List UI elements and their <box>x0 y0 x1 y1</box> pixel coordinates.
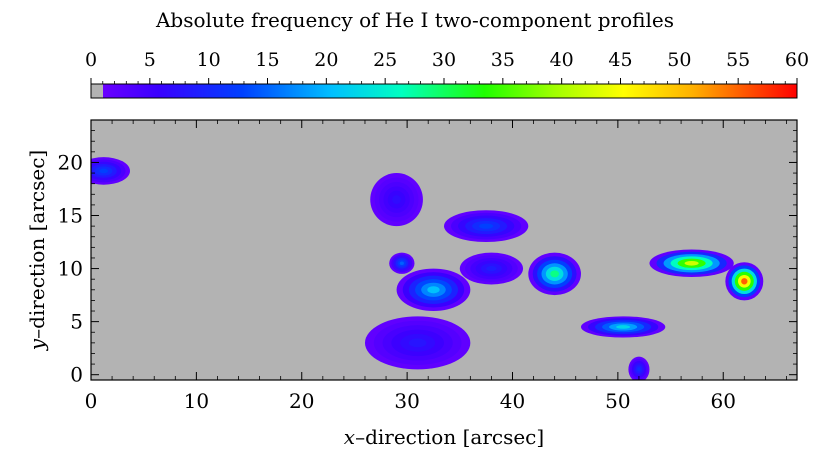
heatmap-region-patch-a <box>91 157 130 185</box>
colorbar-tick-label: 50 <box>667 49 691 71</box>
heatmap-cell <box>392 195 401 205</box>
heatmap-region-patch-k <box>364 316 471 370</box>
heatmap-region-patch-i <box>649 249 734 278</box>
heatmap-cell <box>408 338 427 348</box>
heatmap-cell <box>741 278 748 285</box>
y-tick-label: 10 <box>58 257 83 281</box>
x-tick-label: 0 <box>85 389 98 413</box>
heatmap-region-patch-c <box>389 252 415 274</box>
colorbar-tick-label: 45 <box>608 49 632 71</box>
heatmap-cell <box>684 260 699 266</box>
heatmap-region-patch-d <box>396 268 471 312</box>
heatmap-cell <box>427 286 440 294</box>
plot-frame <box>90 119 798 381</box>
colorbar-tick-label: 55 <box>726 49 750 71</box>
heatmap-cell <box>637 367 641 372</box>
heatmap-region-patch-e <box>444 210 529 243</box>
x-tick-label: 30 <box>394 389 419 413</box>
heatmap-regions <box>91 157 764 380</box>
colorbar: 0 5 10 15 20 25 30 35 40 45 50 55 60 <box>85 49 809 99</box>
colorbar-tick-label: 5 <box>144 49 156 71</box>
colorbar-tick-label: 40 <box>550 49 574 71</box>
y-tick-label: 5 <box>70 310 83 334</box>
heatmap-cell <box>550 270 560 278</box>
heatmap-region-patch-f <box>528 252 581 296</box>
y-tick-label: 20 <box>58 150 83 174</box>
plot-area: 0 10 20 30 40 50 60 0 5 10 15 20 <box>58 119 798 413</box>
heatmap-region-patch-j <box>725 262 764 301</box>
heatmap-cell <box>486 265 497 272</box>
heatmap-cell <box>399 261 404 266</box>
x-tick-label: 60 <box>711 389 736 413</box>
heatmap-cell <box>616 325 631 329</box>
chart-title: Absolute frequency of He I two-component… <box>155 8 674 32</box>
colorbar-tick-label: 30 <box>432 49 456 71</box>
x-tick-label: 10 <box>184 389 209 413</box>
colorbar-zero-swatch <box>91 84 103 98</box>
colorbar-tick-label: 10 <box>197 49 221 71</box>
colorbar-tick-label: 60 <box>785 49 809 71</box>
colorbar-tick-label: 15 <box>255 49 279 71</box>
x-tick-label: 40 <box>500 389 525 413</box>
x-axis-label: x–direction [arcsec] <box>344 425 544 449</box>
x-axis: 0 10 20 30 40 50 60 <box>85 120 787 413</box>
y-axis: 0 5 10 15 20 <box>58 119 797 387</box>
heatmap-region-patch-l <box>628 356 650 380</box>
colorbar-tick-label: 25 <box>373 49 397 71</box>
heatmap-cell <box>479 223 494 229</box>
heatmap-region-patch-g <box>459 252 524 285</box>
y-tick-label: 0 <box>70 363 83 387</box>
heatmap-cell <box>99 168 109 174</box>
colorbar-tick-label: 0 <box>85 49 97 71</box>
colorbar-ticks: 0 5 10 15 20 25 30 35 40 45 50 55 60 <box>85 49 809 84</box>
heatmap-region-patch-h <box>580 316 666 338</box>
x-tick-label: 50 <box>605 389 630 413</box>
heatmap-region-patch-b <box>370 173 423 227</box>
colorbar-tick-label: 20 <box>314 49 338 71</box>
colorbar-tick-label: 35 <box>491 49 515 71</box>
colorbar-gradient <box>103 84 797 98</box>
x-tick-label: 20 <box>289 389 314 413</box>
y-tick-label: 15 <box>58 204 83 228</box>
y-axis-label: y–direction [arcsec] <box>25 150 49 351</box>
